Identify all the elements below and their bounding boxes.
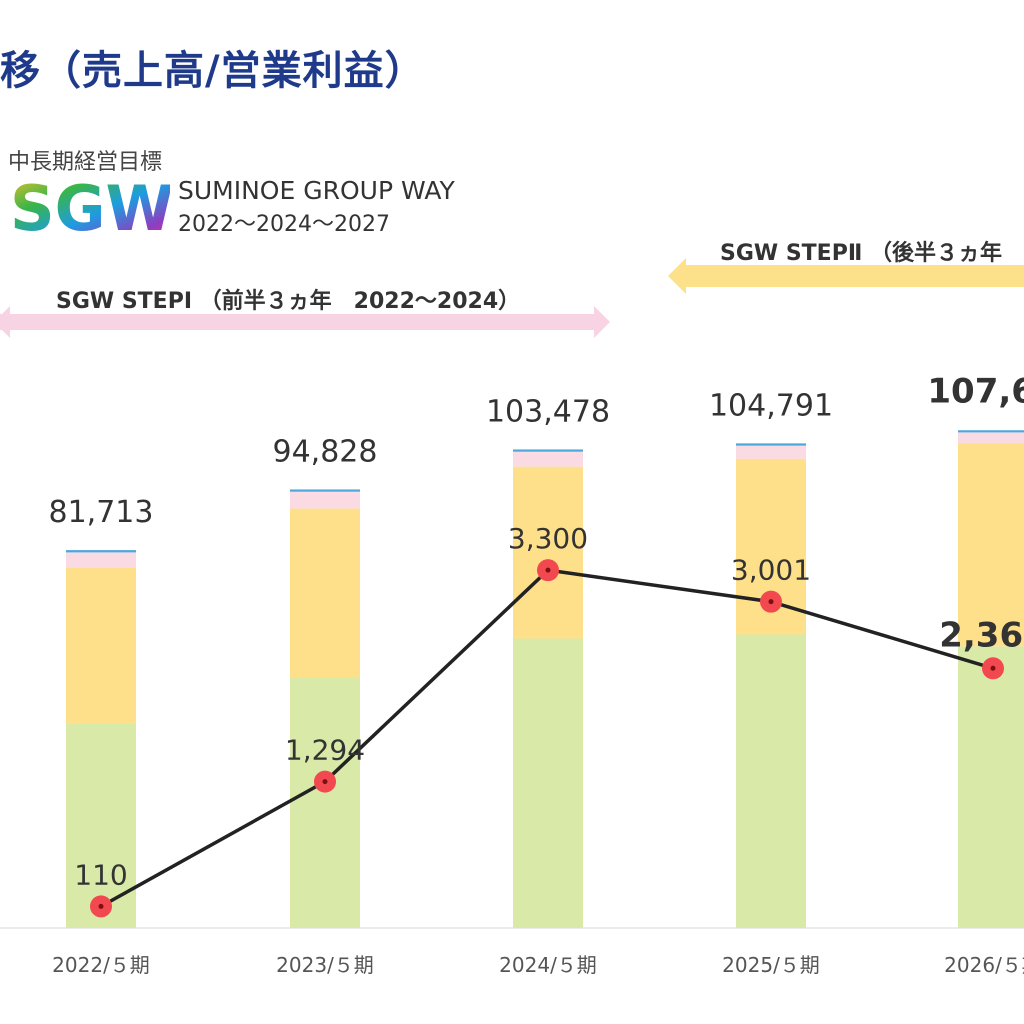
category-label-1: 2022/５期 <box>52 953 150 977</box>
bar-segment-yellow-1 <box>66 567 136 724</box>
profit-label-4: 3,001 <box>731 554 811 587</box>
total-label-4: 104,791 <box>709 388 833 423</box>
category-label-3: 2024/５期 <box>499 953 597 977</box>
profit-label-5: 2,369 <box>939 615 1024 655</box>
profit-point-dot-2 <box>322 779 328 785</box>
step1-arrow-shaft <box>0 314 596 330</box>
step1-label: SGW STEPⅠ （前半３ヵ年 2022〜2024） <box>56 288 520 314</box>
step2-arrow-shaft <box>684 265 1024 287</box>
program-name: SUMINOE GROUP WAY <box>178 176 455 205</box>
profit-point-dot-1 <box>98 903 104 909</box>
step1-arrow-head <box>594 306 610 338</box>
step2-label: SGW STEPⅡ （後半３ヵ年 <box>720 240 1002 266</box>
bar-segment-pink-4 <box>736 445 806 459</box>
bar-segment-blue-4 <box>736 443 806 446</box>
program-years: 2022〜2024〜2027 <box>178 212 390 237</box>
bar-segment-blue-1 <box>66 550 136 553</box>
bar-segment-green-2 <box>290 677 360 928</box>
bar-segment-green-3 <box>513 638 583 928</box>
category-label-4: 2025/５期 <box>722 953 820 977</box>
total-label-5: 107,63 <box>927 371 1024 411</box>
sgw-logo: SGW <box>10 172 170 238</box>
profit-label-2: 1,294 <box>285 734 365 767</box>
profit-point-dot-4 <box>768 599 774 605</box>
total-label-2: 94,828 <box>273 434 378 469</box>
total-label-3: 103,478 <box>486 394 610 429</box>
profit-label-1: 110 <box>74 858 127 891</box>
bar-segment-yellow-3 <box>513 466 583 639</box>
sgw-logo-text: SGW <box>10 172 170 238</box>
page-title: 移（売上高/営業利益） <box>0 48 426 94</box>
bar-segment-blue-5 <box>958 430 1024 433</box>
bar-segment-pink-3 <box>513 451 583 467</box>
goal-subtitle: 中長期経営目標 <box>8 150 163 175</box>
profit-point-dot-5 <box>990 665 996 671</box>
bar-segment-yellow-2 <box>290 508 360 678</box>
bar-segment-green-5 <box>958 646 1024 928</box>
bar-segment-pink-2 <box>290 491 360 509</box>
step2-arrow-head <box>668 258 686 294</box>
category-label-2: 2023/５期 <box>276 953 374 977</box>
bar-segment-pink-1 <box>66 552 136 568</box>
profit-point-dot-3 <box>545 567 551 573</box>
profit-label-3: 3,300 <box>508 522 588 555</box>
bar-segment-blue-3 <box>513 449 583 452</box>
bar-segment-blue-2 <box>290 489 360 492</box>
bar-segment-yellow-5 <box>958 443 1024 647</box>
total-label-1: 81,713 <box>49 495 154 530</box>
bar-segment-green-4 <box>736 634 806 928</box>
bar-segment-pink-5 <box>958 432 1024 444</box>
category-label-5: 2026/５期 <box>944 953 1024 977</box>
step1-arrow-tail <box>0 306 10 338</box>
